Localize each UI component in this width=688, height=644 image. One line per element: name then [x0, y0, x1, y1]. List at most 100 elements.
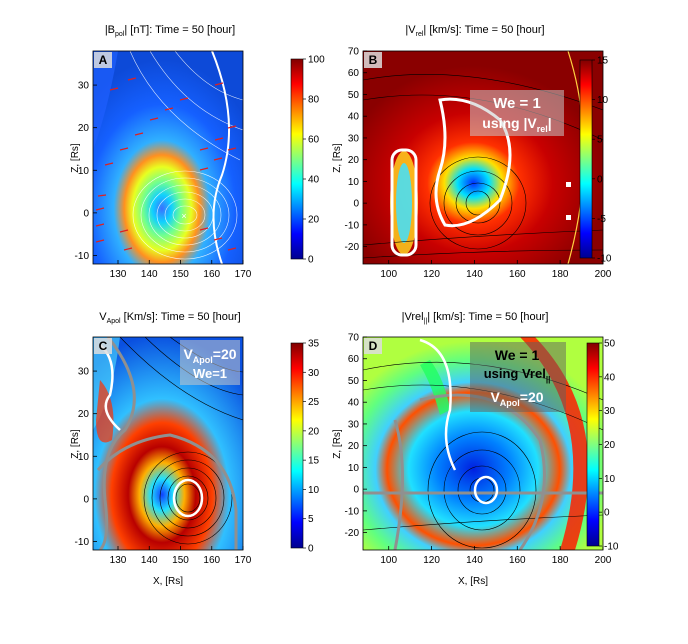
panel-c-letter: C: [99, 339, 108, 353]
panel-b-xtick-label: 120: [423, 269, 440, 280]
panel-d-colorbar-label: 20: [604, 440, 616, 451]
panel-c-xtick-label: 150: [172, 555, 189, 566]
panel-b-xtick-label: 160: [509, 269, 526, 280]
panel-d-colorbar-label: -10: [604, 542, 619, 553]
panel-d-annotation-2: using Vrel||: [484, 366, 551, 384]
panel-c-xtick-label: 130: [110, 555, 127, 566]
panel-a-letter: A: [99, 53, 108, 67]
panel-b-annotation-2: using |Vrel|: [482, 115, 551, 134]
panel-b-ytick-label: -20: [345, 242, 360, 253]
panel-b-colorbar-label: 10: [597, 95, 609, 106]
panel-d-xtick-label: 180: [552, 555, 569, 566]
panel-d-xtick-label: 200: [595, 555, 612, 566]
panel-d-ytick-label: 0: [353, 485, 359, 496]
panel-b-colorbar-label: -10: [597, 254, 612, 265]
panel-a-ytick-label: 0: [83, 208, 89, 219]
panel-d-colorbar-label: 30: [604, 406, 616, 417]
panel-b-xtick-label: 140: [466, 269, 483, 280]
panel-d-ytick-label: 70: [348, 333, 360, 344]
panel-d-title: |Vrel||| [km/s]: Time = 50 [hour]: [402, 311, 549, 325]
panel-a-colorbar-label: 60: [308, 135, 320, 146]
panel-b-ytick-label: 20: [348, 155, 360, 166]
panel-c-colorbar-label: 10: [308, 485, 320, 496]
panel-b: |Vrel| [km/s]: Time = 50 [hour] We = 1: [332, 24, 612, 280]
panel-a-ytick-label: 10: [78, 166, 90, 177]
panel-b-ytick-label: 10: [348, 177, 360, 188]
panel-a-xtick-label: 170: [235, 269, 252, 280]
panel-d-colorbar-label: 40: [604, 372, 616, 383]
panel-c-xtick-label: 160: [203, 555, 220, 566]
panel-c-ytick-label: 0: [83, 494, 89, 505]
panel-a-colorbar-label: 20: [308, 215, 320, 226]
panel-a-vectors: [95, 77, 237, 251]
panel-d: |Vrel||| [km/s]: Time = 50 [hour] We = 1: [332, 311, 619, 587]
panel-a: |Bpol| [nT]: Time = 50 [hour]: [70, 24, 325, 280]
panel-b-ytick-label: 60: [348, 68, 360, 79]
panel-b-xtick-label: 200: [595, 269, 612, 280]
panel-a-colorbar-label: 80: [308, 95, 320, 106]
panel-b-ytick-label: 0: [353, 199, 359, 210]
panel-c-annotation-1: VApol=20: [183, 346, 236, 365]
panel-b-letter: B: [369, 53, 378, 67]
panel-d-ytick-label: 20: [348, 441, 360, 452]
panel-c-colorbar-label: 35: [308, 339, 320, 350]
panel-a-title: |Bpol| [nT]: Time = 50 [hour]: [105, 24, 235, 38]
panel-c-ytick-label: 30: [78, 367, 90, 378]
svg-text:×: ×: [181, 211, 186, 221]
panel-b-ylabel: Z, [Rs]: [332, 143, 343, 173]
panel-b-ytick-label: 30: [348, 133, 360, 144]
panel-c-colorbar-label: 5: [308, 514, 314, 525]
panel-c-ylabel: Z, [Rs]: [70, 429, 81, 459]
panel-d-ytick-label: 10: [348, 463, 360, 474]
panel-c-boundary: [96, 433, 238, 550]
panel-b-ytick-label: 70: [348, 47, 360, 58]
panel-b-colorbar-label: 15: [597, 56, 609, 67]
panel-c-colorbar-label: 0: [308, 544, 314, 555]
panel-d-xtick-label: 120: [423, 555, 440, 566]
panel-a-xtick-label: 140: [141, 269, 158, 280]
panel-d-letter: D: [369, 339, 378, 353]
panel-b-colorbar-label: 0: [597, 174, 603, 185]
panel-c-xlabel: X, [Rs]: [153, 576, 183, 587]
panel-d-annotation-3: VApol=20: [490, 389, 543, 408]
panel-b-title: |Vrel| [km/s]: Time = 50 [hour]: [405, 24, 544, 38]
panel-a-contours: [129, 51, 243, 260]
panel-c-title: VApol [Km/s]: Time = 50 [hour]: [99, 311, 241, 325]
panel-b-xtick-label: 100: [380, 269, 397, 280]
panel-d-ytick-label: 50: [348, 376, 360, 387]
panel-d-ytick-label: 60: [348, 354, 360, 365]
panel-d-annotation-1: We = 1: [495, 347, 540, 363]
panel-b-colorbar-label: -5: [597, 214, 606, 225]
panel-c-xtick-label: 170: [235, 555, 252, 566]
panel-b-annotation-1: We = 1: [493, 95, 541, 112]
panel-d-colorbar-label: 0: [604, 508, 610, 519]
panel-d-xtick-label: 100: [380, 555, 397, 566]
panel-a-ylabel: Z, [Rs]: [70, 143, 81, 173]
panel-c-ytick-label: -10: [75, 537, 90, 548]
panel-c-ytick-label: 20: [78, 409, 90, 420]
panel-d-ytick-label: -20: [345, 528, 360, 539]
panel-d-colorbar-label: 10: [604, 474, 616, 485]
panel-b-ytick-label: 50: [348, 90, 360, 101]
panel-d-annotation-box: [470, 342, 566, 412]
panel-c-xtick-label: 140: [141, 555, 158, 566]
panel-d-colorbar-label: 50: [604, 339, 616, 350]
panel-a-ytick-label: -10: [75, 251, 90, 262]
panel-b-colorbar: [579, 59, 593, 259]
panel-a-colorbar-label: 0: [308, 255, 314, 266]
panel-b-xtick-label: 180: [552, 269, 569, 280]
panel-a-ytick-label: 20: [78, 123, 90, 134]
panel-d-xlabel: X, [Rs]: [458, 576, 488, 587]
panel-d-xtick-label: 140: [466, 555, 483, 566]
panel-c: VApol [Km/s]: Time = 50 [hour] VApol=20: [70, 311, 320, 587]
panel-a-colorbar-label: 40: [308, 175, 320, 186]
panel-b-ytick-label: 40: [348, 112, 360, 123]
panel-c-colorbar-label: 15: [308, 456, 320, 467]
panel-a-ytick-label: 30: [78, 81, 90, 92]
panel-d-boundary: [419, 393, 546, 550]
panel-c-colorbar-label: 30: [308, 368, 320, 379]
panel-a-heatmap: [93, 51, 243, 264]
panel-c-colorbar: [290, 342, 304, 549]
panel-d-ytick-label: -10: [345, 506, 360, 517]
